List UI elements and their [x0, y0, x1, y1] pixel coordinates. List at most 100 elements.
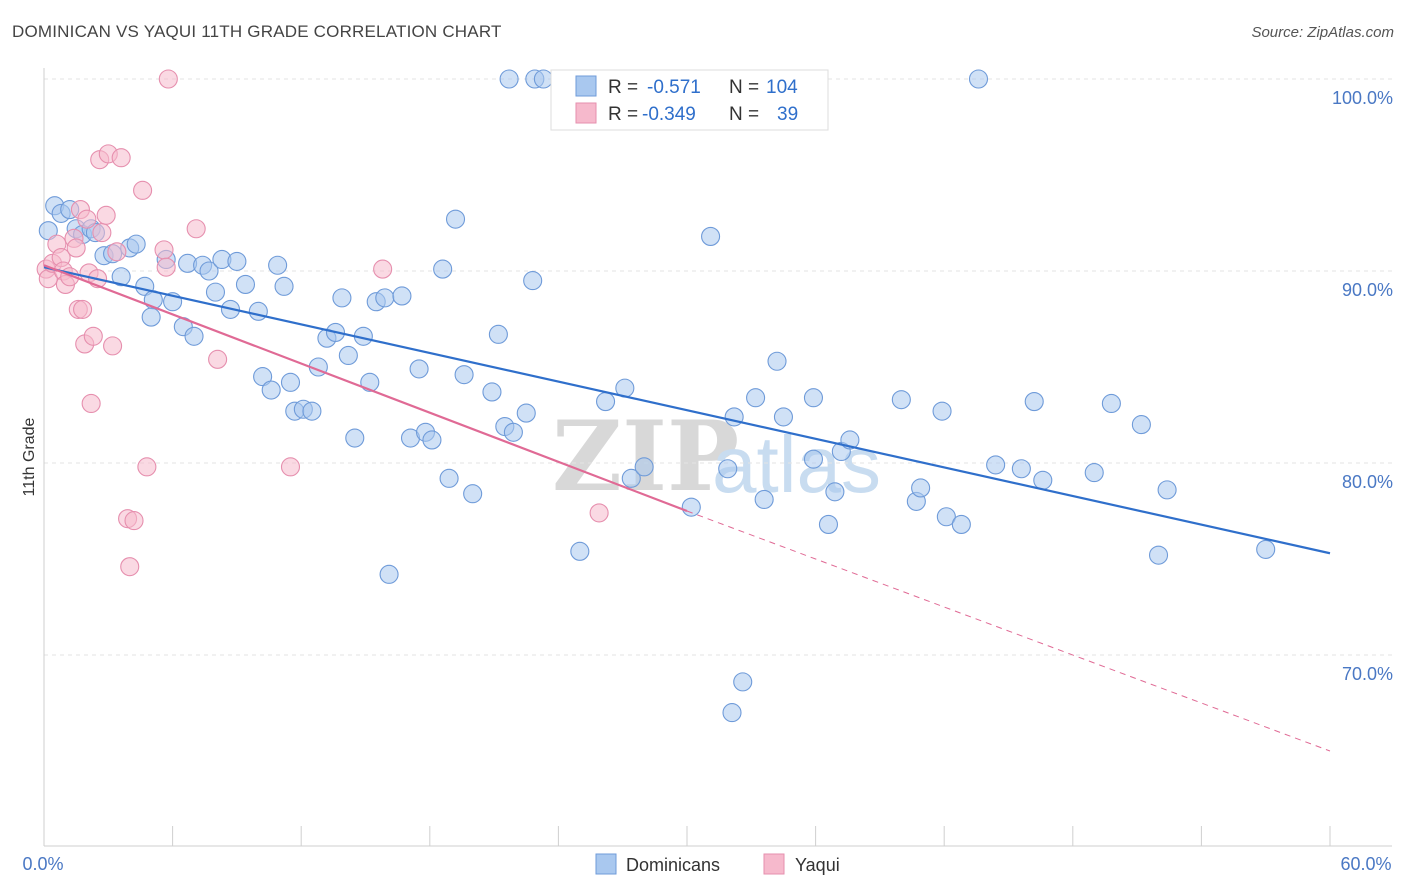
gridlines	[44, 78, 1392, 656]
point-dominicans-78	[754, 489, 774, 510]
point-dominicans-64	[499, 69, 519, 89]
stats-swatch-dominicans	[575, 75, 597, 97]
point-dominicans-74	[701, 226, 721, 246]
stats-r-value-dominicans: -0.571	[647, 77, 701, 98]
point-dominicans-56	[454, 365, 474, 385]
point-dominicans-54	[439, 468, 459, 488]
point-dominicans-76	[724, 407, 744, 427]
legend: Dominicans Yaqui	[595, 853, 840, 875]
stats-n-value-yaqui: 39	[777, 104, 798, 125]
point-dominicans-95	[968, 69, 989, 89]
stats-r-label-dominicans: R =	[608, 77, 638, 98]
legend-label-dominicans: Dominicans	[626, 855, 720, 875]
legend-swatch-dominicans	[595, 853, 617, 875]
point-yaqui-32	[156, 257, 176, 277]
point-dominicans-55	[445, 209, 466, 229]
point-dominicans-28	[248, 301, 268, 321]
point-dominicans-50	[409, 359, 429, 379]
y-tick-label-90: 90.0%	[1342, 280, 1393, 300]
point-dominicans-27	[235, 274, 256, 294]
point-yaqui-20	[92, 223, 112, 243]
point-dominicans-41	[338, 345, 358, 366]
stats-r-value-yaqui: -0.349	[642, 104, 696, 125]
point-yaqui-23	[103, 336, 123, 356]
point-dominicans-47	[379, 564, 399, 584]
point-dominicans-99	[1033, 470, 1053, 490]
chart-title: DOMINICAN VS YAQUI 11TH GRADE CORRELATIO…	[12, 22, 502, 41]
point-dominicans-94	[951, 514, 971, 534]
point-dominicans-57	[463, 484, 483, 504]
point-dominicans-70	[621, 468, 641, 488]
point-dominicans-84	[825, 482, 845, 502]
stats-swatch-yaqui	[575, 102, 597, 124]
stats-n-value-dominicans: 104	[766, 77, 798, 98]
point-dominicans-22	[199, 261, 219, 281]
point-dominicans-20	[184, 326, 204, 346]
point-dominicans-103	[1148, 545, 1169, 565]
point-yaqui-9	[66, 238, 86, 258]
point-dominicans-105	[1256, 539, 1276, 559]
point-dominicans-82	[803, 388, 824, 408]
point-yaqui-37	[373, 259, 393, 279]
point-dominicans-31	[268, 255, 288, 275]
point-yaqui-38	[589, 503, 609, 523]
point-yaqui-34	[186, 219, 206, 239]
point-dominicans-66	[533, 69, 553, 89]
point-yaqui-17	[83, 326, 103, 346]
point-yaqui-29	[133, 180, 153, 200]
point-yaqui-35	[208, 349, 228, 369]
point-yaqui-36	[280, 457, 301, 477]
point-dominicans-36	[302, 401, 322, 421]
point-dominicans-77	[746, 388, 766, 408]
trend-line-dominicans	[43, 266, 1331, 555]
point-yaqui-30	[137, 457, 157, 477]
x-tick-label-max: 60.0%	[1340, 854, 1391, 874]
point-dominicans-89	[891, 390, 911, 410]
point-dominicans-62	[516, 403, 536, 423]
point-dominicans-23	[205, 282, 226, 302]
stats-box-border	[550, 69, 829, 131]
point-dominicans-63	[523, 271, 543, 291]
point-dominicans-0	[38, 221, 58, 241]
point-yaqui-33	[158, 69, 178, 89]
trend-line-yaqui-extension	[686, 510, 1331, 752]
point-dominicans-102	[1131, 415, 1151, 435]
y-axis-title: 11th Grade	[21, 417, 38, 496]
point-yaqui-27	[120, 557, 140, 577]
y-tick-label-80: 80.0%	[1342, 472, 1393, 492]
point-dominicans-86	[722, 703, 742, 723]
point-yaqui-16	[81, 393, 101, 414]
point-dominicans-87	[733, 672, 753, 692]
point-dominicans-91	[911, 478, 931, 498]
y-tick-label-70: 70.0%	[1342, 664, 1393, 684]
legend-swatch-yaqui	[763, 853, 785, 875]
point-dominicans-98	[1024, 392, 1044, 412]
point-dominicans-15	[141, 307, 161, 327]
point-dominicans-33	[280, 372, 301, 392]
y-tick-label-100: 100.0%	[1332, 88, 1393, 108]
point-dominicans-92	[932, 401, 952, 421]
point-dominicans-40	[332, 288, 352, 308]
stats-box: R = -0.571 N = 104 R = -0.349 N = 39	[550, 69, 829, 131]
point-dominicans-29	[253, 367, 273, 387]
point-dominicans-53	[433, 259, 453, 279]
point-dominicans-61	[503, 422, 523, 442]
x-axis-ticks	[43, 826, 1331, 846]
point-dominicans-42	[345, 428, 365, 448]
point-dominicans-93	[936, 507, 956, 527]
point-yaqui-12	[73, 299, 93, 319]
point-dominicans-48	[392, 286, 412, 306]
point-dominicans-58	[482, 382, 502, 402]
point-dominicans-10	[111, 267, 131, 287]
trend-line-yaqui	[43, 264, 688, 513]
stats-n-label-yaqui: N =	[729, 104, 759, 125]
point-dominicans-26	[227, 251, 247, 271]
point-dominicans-73	[681, 497, 701, 517]
point-dominicans-75	[718, 459, 738, 479]
point-dominicans-96	[986, 455, 1006, 475]
point-dominicans-67	[570, 541, 590, 561]
stats-r-label-yaqui: R =	[608, 104, 638, 125]
point-yaqui-14	[77, 209, 97, 229]
series-dominicans	[38, 69, 1276, 723]
